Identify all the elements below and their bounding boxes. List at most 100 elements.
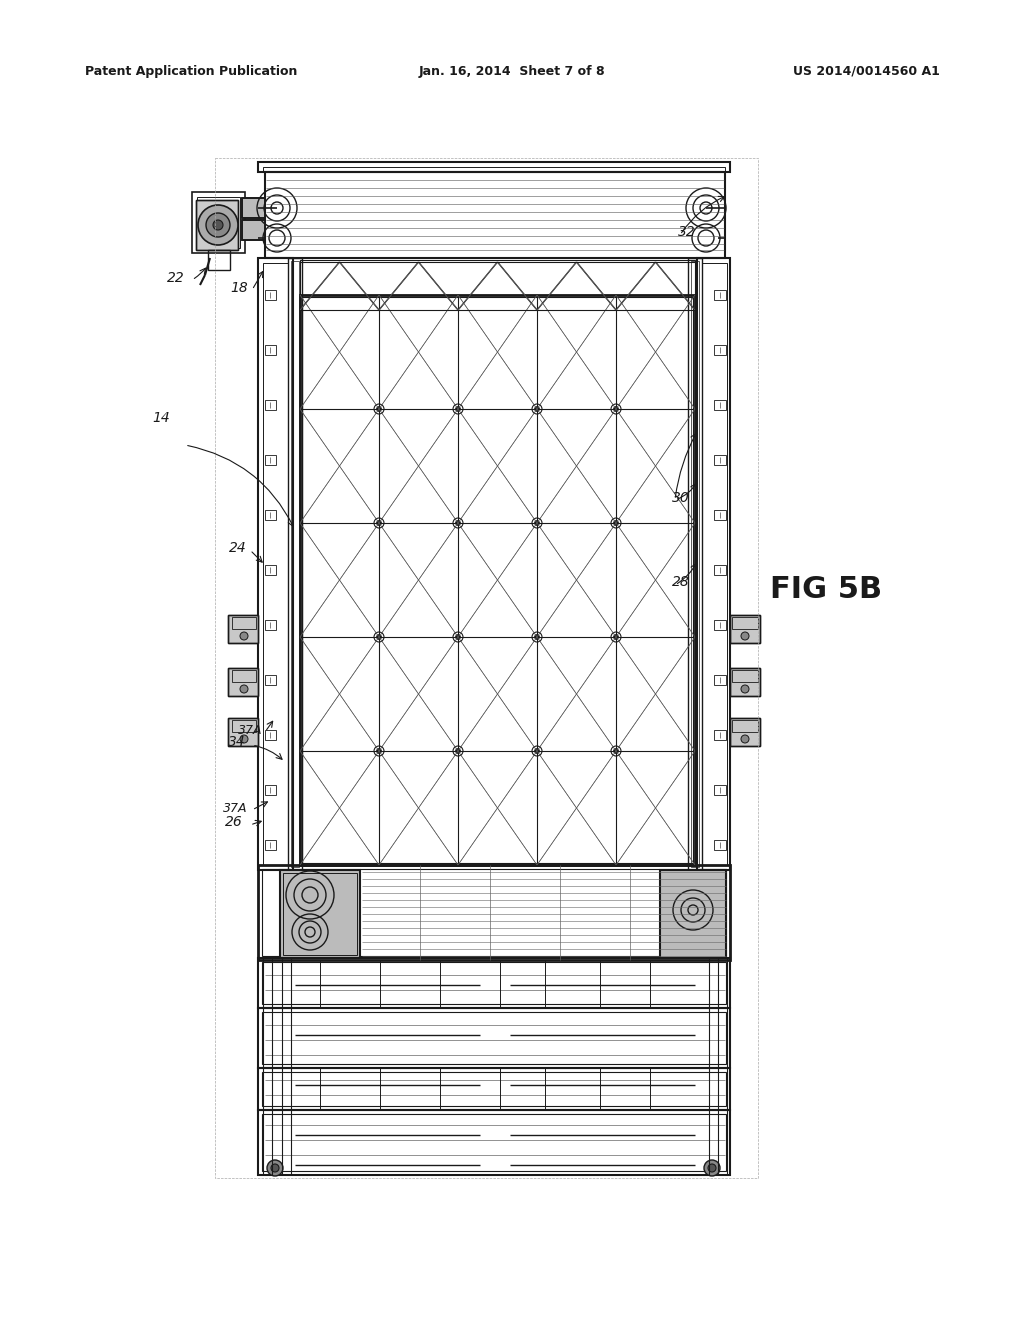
Bar bbox=[196, 201, 238, 249]
Circle shape bbox=[456, 635, 461, 639]
Bar bbox=[208, 249, 230, 271]
Circle shape bbox=[613, 748, 618, 754]
Bar bbox=[291, 261, 299, 867]
Bar bbox=[702, 263, 727, 865]
Circle shape bbox=[611, 746, 621, 756]
Bar bbox=[265, 785, 276, 795]
Bar bbox=[265, 400, 276, 411]
Circle shape bbox=[532, 517, 542, 528]
Bar bbox=[265, 172, 725, 257]
Circle shape bbox=[611, 517, 621, 528]
Bar bbox=[242, 198, 265, 218]
Bar bbox=[193, 191, 245, 253]
Circle shape bbox=[613, 635, 618, 639]
Circle shape bbox=[213, 220, 223, 230]
Text: US 2014/0014560 A1: US 2014/0014560 A1 bbox=[794, 65, 940, 78]
Bar bbox=[258, 958, 730, 1008]
Bar bbox=[730, 615, 760, 643]
Bar bbox=[242, 220, 265, 240]
Bar bbox=[262, 1114, 726, 1171]
Text: 26: 26 bbox=[225, 814, 243, 829]
Bar bbox=[258, 257, 293, 870]
Bar bbox=[732, 671, 758, 682]
Bar bbox=[730, 718, 760, 746]
Circle shape bbox=[271, 1164, 279, 1172]
Bar bbox=[302, 297, 693, 863]
Bar bbox=[262, 1072, 726, 1106]
Bar bbox=[258, 865, 730, 960]
Bar bbox=[714, 510, 726, 520]
Bar bbox=[714, 290, 726, 300]
Circle shape bbox=[532, 404, 542, 414]
Bar bbox=[732, 616, 758, 630]
Circle shape bbox=[377, 407, 382, 412]
Bar bbox=[228, 718, 258, 746]
Circle shape bbox=[374, 632, 384, 642]
Bar bbox=[232, 671, 256, 682]
Bar bbox=[660, 870, 726, 958]
Bar bbox=[263, 263, 288, 865]
Circle shape bbox=[741, 685, 749, 693]
Bar bbox=[265, 730, 276, 741]
Bar bbox=[691, 261, 699, 867]
Circle shape bbox=[267, 1160, 283, 1176]
Circle shape bbox=[535, 635, 540, 639]
Bar bbox=[265, 565, 276, 576]
Bar bbox=[714, 785, 726, 795]
Circle shape bbox=[456, 407, 461, 412]
Circle shape bbox=[456, 520, 461, 525]
Text: 32: 32 bbox=[678, 224, 695, 239]
Bar bbox=[232, 616, 256, 630]
Bar bbox=[714, 345, 726, 355]
Circle shape bbox=[198, 205, 238, 246]
Bar bbox=[265, 675, 276, 685]
Circle shape bbox=[240, 632, 248, 640]
Circle shape bbox=[741, 632, 749, 640]
Circle shape bbox=[456, 748, 461, 754]
Text: 28: 28 bbox=[672, 576, 690, 589]
Bar bbox=[265, 510, 276, 520]
Circle shape bbox=[377, 635, 382, 639]
Circle shape bbox=[741, 735, 749, 743]
Bar bbox=[197, 197, 240, 248]
Bar bbox=[280, 870, 360, 958]
Bar bbox=[265, 290, 276, 300]
Circle shape bbox=[535, 407, 540, 412]
Circle shape bbox=[532, 632, 542, 642]
Bar bbox=[730, 615, 760, 643]
Circle shape bbox=[240, 735, 248, 743]
Bar bbox=[714, 620, 726, 630]
Text: 22: 22 bbox=[167, 271, 185, 285]
Bar bbox=[215, 158, 758, 1177]
Circle shape bbox=[377, 748, 382, 754]
Text: 37A: 37A bbox=[238, 723, 262, 737]
Circle shape bbox=[377, 520, 382, 525]
Bar bbox=[300, 260, 695, 294]
Bar bbox=[228, 615, 258, 643]
Circle shape bbox=[708, 1164, 716, 1172]
Bar bbox=[730, 668, 760, 696]
Circle shape bbox=[611, 632, 621, 642]
Bar bbox=[265, 620, 276, 630]
Bar bbox=[258, 1068, 730, 1110]
Bar bbox=[714, 455, 726, 465]
Bar bbox=[714, 840, 726, 850]
Text: 18: 18 bbox=[230, 281, 248, 294]
Bar bbox=[258, 162, 730, 172]
Bar bbox=[283, 873, 357, 954]
Text: 24: 24 bbox=[229, 541, 247, 554]
Text: Jan. 16, 2014  Sheet 7 of 8: Jan. 16, 2014 Sheet 7 of 8 bbox=[419, 65, 605, 78]
Bar bbox=[242, 198, 265, 218]
Bar bbox=[265, 840, 276, 850]
Bar bbox=[714, 675, 726, 685]
Circle shape bbox=[532, 746, 542, 756]
Bar bbox=[263, 168, 725, 172]
Text: 37A: 37A bbox=[222, 801, 247, 814]
Bar bbox=[265, 455, 276, 465]
Bar bbox=[262, 962, 726, 1005]
Circle shape bbox=[453, 517, 463, 528]
Bar bbox=[660, 870, 726, 958]
Bar bbox=[262, 869, 726, 956]
Bar bbox=[262, 1012, 726, 1064]
Circle shape bbox=[613, 520, 618, 525]
